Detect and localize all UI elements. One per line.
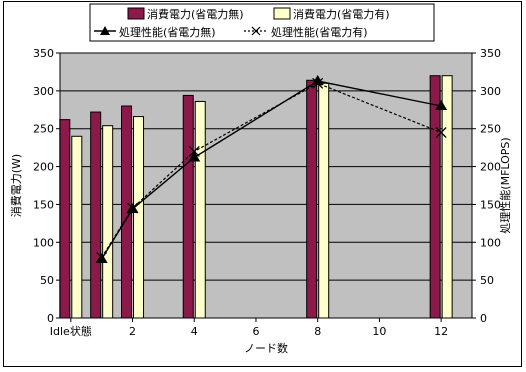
legend: 消費電力(省電力無) 消費電力(省電力有) 処理性能(省電力無) 処理性能(省電力有) [89, 3, 435, 42]
x-tick-label: 10 [372, 325, 386, 338]
y-axis-left-title: 消費電力(W) [9, 154, 23, 217]
x-tick-label: 2 [129, 325, 136, 338]
x-marker [312, 77, 324, 89]
bar-power-on [71, 135, 83, 319]
bar-power-on [133, 116, 145, 319]
y-left-tick-label: 100 [33, 236, 54, 249]
x-marker [435, 127, 447, 138]
legend-triangle-marker [100, 26, 110, 35]
legend-x-marker [251, 26, 261, 36]
bar-power-on [441, 75, 453, 319]
legend-box [89, 3, 435, 42]
legend-label-perf-off: 処理性能(省電力無) [119, 25, 216, 39]
triangle-marker [311, 75, 324, 86]
legend-swatch-power-on [273, 7, 291, 20]
y-right-tick-label: 150 [480, 198, 501, 211]
legend-label-perf-on: 処理性能(省電力有) [271, 25, 368, 39]
y-left-tick-label: 0 [47, 312, 54, 325]
legend-swatch-power-off [127, 7, 145, 20]
y-right-tick-label: 200 [480, 161, 501, 174]
y-left-tick-label: 200 [33, 161, 54, 174]
y-left-tick-label: 50 [40, 274, 54, 287]
y-right-tick-label: 350 [480, 47, 501, 60]
bar-power-off [59, 119, 71, 319]
y-right-tick-label: 250 [480, 123, 501, 136]
bar-power-on [102, 125, 114, 319]
x-marker-stroke [312, 77, 324, 89]
triangle-marker [435, 100, 448, 110]
bar-power-on [318, 82, 330, 319]
y-right-tick-label: 50 [480, 274, 494, 287]
legend-label-power-on: 消費電力(省電力有) [293, 7, 390, 21]
bar-power-off [90, 111, 102, 319]
x-marker-stroke [188, 145, 200, 157]
y-right-tick-label: 0 [480, 312, 487, 325]
chart-svg: 消費電力(省電力無) 消費電力(省電力有) 処理性能(省電力無) 処理性能(省電力有)… [9, 3, 512, 355]
x-tick-label: 4 [191, 325, 198, 338]
bar-power-on [194, 100, 206, 319]
lines [95, 75, 448, 263]
x-tick-label: Idle状態 [50, 324, 92, 338]
x-marker [96, 251, 108, 263]
x-marker-stroke [435, 127, 447, 138]
bar-power-off [306, 79, 318, 319]
axes: 0 0 50 50 100 100 150 150 200 200 250 250 300 300 350 3… [33, 47, 501, 338]
x-tick-label: 8 [314, 325, 321, 338]
x-axis-title: ノード数 [244, 342, 288, 355]
x-marker [188, 145, 200, 157]
y-right-tick-label: 300 [480, 85, 501, 98]
x-marker [127, 202, 138, 214]
x-tick-label: 6 [252, 325, 259, 338]
triangle-marker [188, 151, 201, 162]
x-marker-stroke [96, 251, 108, 263]
y-left-tick-label: 150 [33, 198, 54, 211]
y-right-tick-label: 100 [480, 236, 501, 249]
x-marker-stroke [127, 202, 138, 214]
x-tick-label: 12 [434, 325, 448, 338]
legend-label-power-off: 消費電力(省電力無) [147, 7, 244, 21]
bar-power-off [182, 94, 194, 319]
y-axis-right-title: 処理性能(MFLOPS) [498, 137, 512, 233]
chart-frame: 消費電力(省電力無) 消費電力(省電力有) 処理性能(省電力無) 処理性能(省電力有)… [3, 1, 522, 367]
y-left-tick-label: 250 [33, 123, 54, 136]
y-left-tick-label: 350 [33, 47, 54, 60]
y-left-tick-label: 300 [33, 85, 54, 98]
bar-power-off [429, 75, 441, 319]
